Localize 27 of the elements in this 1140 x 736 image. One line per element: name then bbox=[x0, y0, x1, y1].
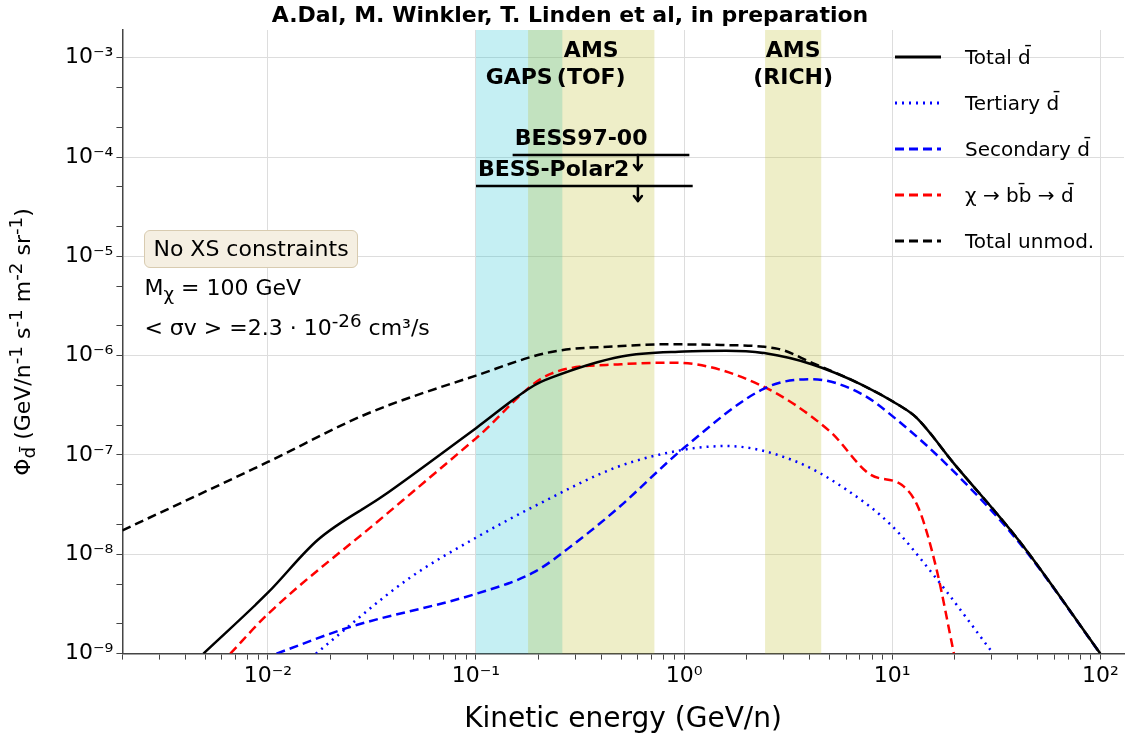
x-tick-label: 10⁰ bbox=[665, 661, 703, 687]
x-tick-label: 10¹ bbox=[873, 661, 911, 687]
legend-label: Total d̄ bbox=[965, 45, 1031, 69]
x-tick-label: 10² bbox=[1081, 661, 1119, 687]
x-tick-label: 10⁻¹ bbox=[451, 661, 501, 687]
legend-label: χ → bb̄ → d̄ bbox=[965, 183, 1074, 207]
chart-title: A.Dal, M. Winkler, T. Linden et al, in preparation bbox=[270, 2, 870, 27]
annotation: < σv > =2.3 · 10$^{-26}$ cm³/s bbox=[144, 308, 430, 343]
band-label: AMS (RICH) bbox=[753, 36, 834, 89]
x-tick-label: 10⁻² bbox=[243, 661, 293, 687]
y-tick-label: 10⁻⁴ bbox=[64, 142, 114, 168]
series-label: BESS97-00 bbox=[514, 124, 648, 150]
annotation: No XS constraints bbox=[144, 230, 358, 268]
legend-label: Tertiary d̄ bbox=[965, 91, 1060, 115]
y-tick-label: 10⁻⁸ bbox=[64, 540, 114, 565]
x-axis-title: Kinetic energy (GeV/n) bbox=[464, 701, 782, 734]
legend-label: Total unmod. bbox=[965, 229, 1095, 253]
band-label: AMS (TOF) bbox=[556, 36, 626, 89]
legend-label: Secondary d̄ bbox=[965, 137, 1090, 161]
y-tick-label: 10⁻⁵ bbox=[64, 242, 114, 268]
series-label: BESS-Polar2 bbox=[477, 155, 630, 181]
annotation: M$_{χ}$ = 100 GeV bbox=[144, 273, 303, 307]
band-label: GAPS bbox=[485, 63, 553, 89]
y-tick-label: 10⁻³ bbox=[64, 43, 114, 69]
y-tick-label: 10⁻⁹ bbox=[64, 639, 114, 665]
y-tick-label: 10⁻⁶ bbox=[64, 341, 114, 367]
y-tick-label: 10⁻⁷ bbox=[64, 440, 114, 466]
